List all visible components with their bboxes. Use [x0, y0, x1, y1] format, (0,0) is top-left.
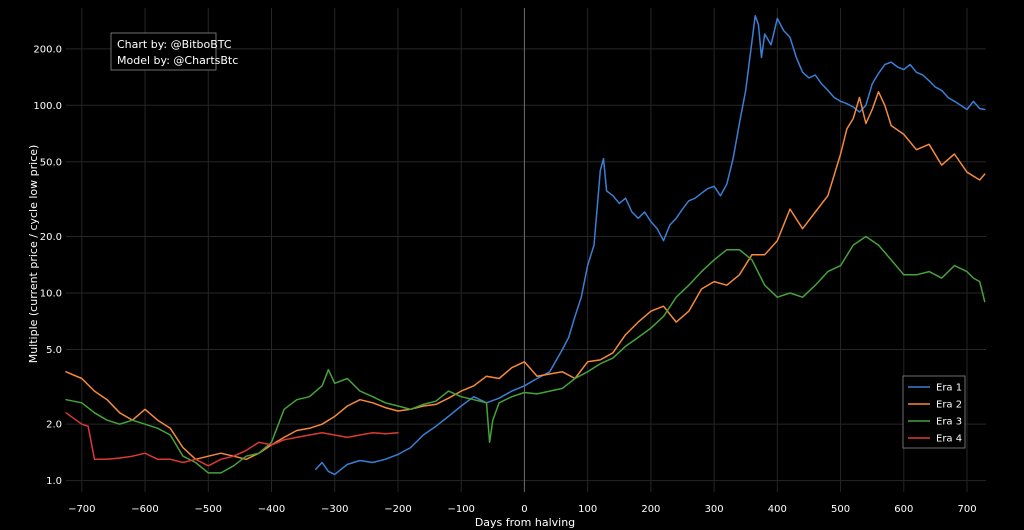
- x-tick-label: 400: [768, 504, 787, 515]
- x-tick-label: −200: [384, 504, 411, 515]
- x-axis-title: Days from halving: [475, 516, 575, 529]
- x-tick-label: −100: [447, 504, 474, 515]
- tick-labels: −700 −600 −500 −400 −300 −200 −100 0 100 200 300 40…: [33, 44, 976, 515]
- x-tick-label: 700: [957, 504, 976, 515]
- x-tick-label: 200: [641, 504, 660, 515]
- legend-frame: [902, 375, 966, 449]
- credit-chart-by: Chart by: @BitboBTC: [117, 38, 232, 51]
- series-lines: [65, 15, 986, 476]
- x-tick-label: 500: [831, 504, 850, 515]
- legend-label-era-1: Era 1: [936, 383, 962, 394]
- x-tick-label: −400: [258, 504, 285, 515]
- y-tick-label: 20.0: [40, 232, 62, 243]
- x-tick-label: −300: [321, 504, 348, 515]
- x-tick-label: −500: [195, 504, 222, 515]
- series-line-era-2: [65, 91, 986, 461]
- x-tick-label: 100: [578, 504, 597, 515]
- y-tick-label: 100.0: [33, 101, 62, 112]
- y-tick-label: 1.0: [46, 476, 62, 487]
- credit-model-by: Model by: @ChartsBtc: [117, 54, 238, 67]
- x-tick-label: 600: [894, 504, 913, 515]
- x-tick-label: 0: [521, 504, 527, 515]
- legend-label-era-3: Era 3: [936, 417, 962, 428]
- y-tick-label: 10.0: [40, 288, 62, 299]
- credits-box: Chart by: @BitboBTC Model by: @ChartsBtc: [110, 32, 238, 71]
- series-line-era-1: [315, 15, 986, 476]
- x-tick-label: −700: [68, 504, 95, 515]
- y-tick-label: 50.0: [40, 157, 62, 168]
- series-line-era-3: [65, 235, 986, 474]
- legend-label-era-4: Era 4: [936, 434, 962, 445]
- y-tick-label: 200.0: [33, 44, 62, 55]
- legend-label-era-2: Era 2: [936, 400, 962, 411]
- y-tick-label: 2.0: [46, 420, 62, 431]
- credits-frame: [110, 32, 217, 71]
- y-axis-title: Multiple (current price / cycle low pric…: [27, 145, 40, 364]
- series-line-era-4: [65, 412, 399, 467]
- x-tick-label: 300: [705, 504, 724, 515]
- x-tick-label: −600: [131, 504, 158, 515]
- legend: Era 1 Era 2 Era 3 Era 4: [902, 375, 966, 449]
- y-tick-label: 5.0: [46, 345, 62, 356]
